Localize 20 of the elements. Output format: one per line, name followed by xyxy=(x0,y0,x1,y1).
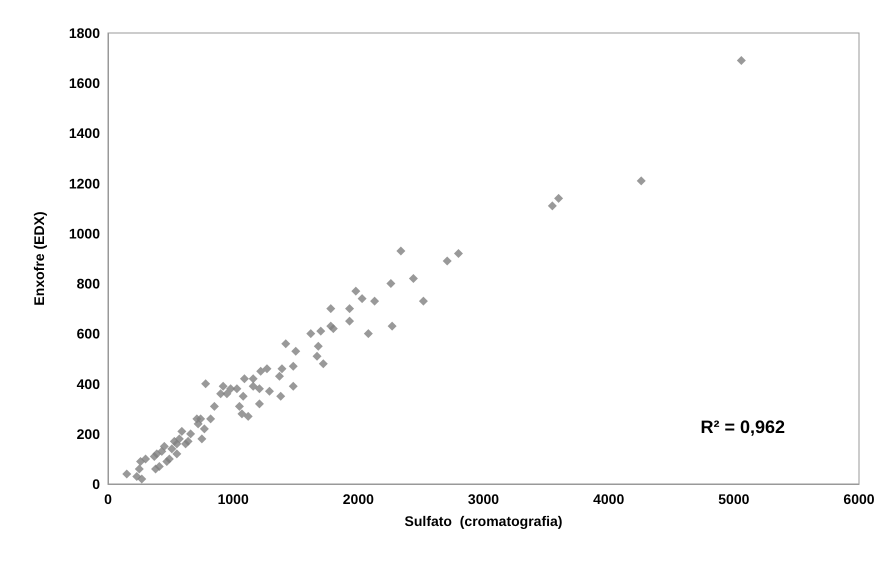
y-tick-label: 1400 xyxy=(68,125,100,142)
y-tick-label: 1600 xyxy=(68,75,100,92)
x-tick-label: 1000 xyxy=(218,491,249,507)
y-tick-label: 200 xyxy=(76,426,100,442)
y-tick-label: 1200 xyxy=(68,175,100,192)
y-tick-label: 800 xyxy=(76,276,100,292)
x-tick-label: 6000 xyxy=(843,491,875,507)
y-tick-label: 1000 xyxy=(68,225,100,242)
annotation: R² = 0,962 xyxy=(700,417,786,437)
y-tick-label: 0 xyxy=(92,476,100,492)
y-tick-label: 400 xyxy=(76,376,100,392)
x-axis-title: Sulfato (cromatografia) xyxy=(404,513,562,529)
y-axis-title: Enxofre (EDX) xyxy=(31,211,47,306)
x-tick-label: 2000 xyxy=(342,491,374,507)
y-tick-label: 1800 xyxy=(68,25,100,41)
x-tick-label: 3000 xyxy=(468,491,500,507)
x-tick-label: 4000 xyxy=(593,491,624,507)
y-tick-label: 600 xyxy=(76,326,100,342)
x-tick-label: 0 xyxy=(104,491,112,507)
x-tick-label: 5000 xyxy=(718,491,750,507)
